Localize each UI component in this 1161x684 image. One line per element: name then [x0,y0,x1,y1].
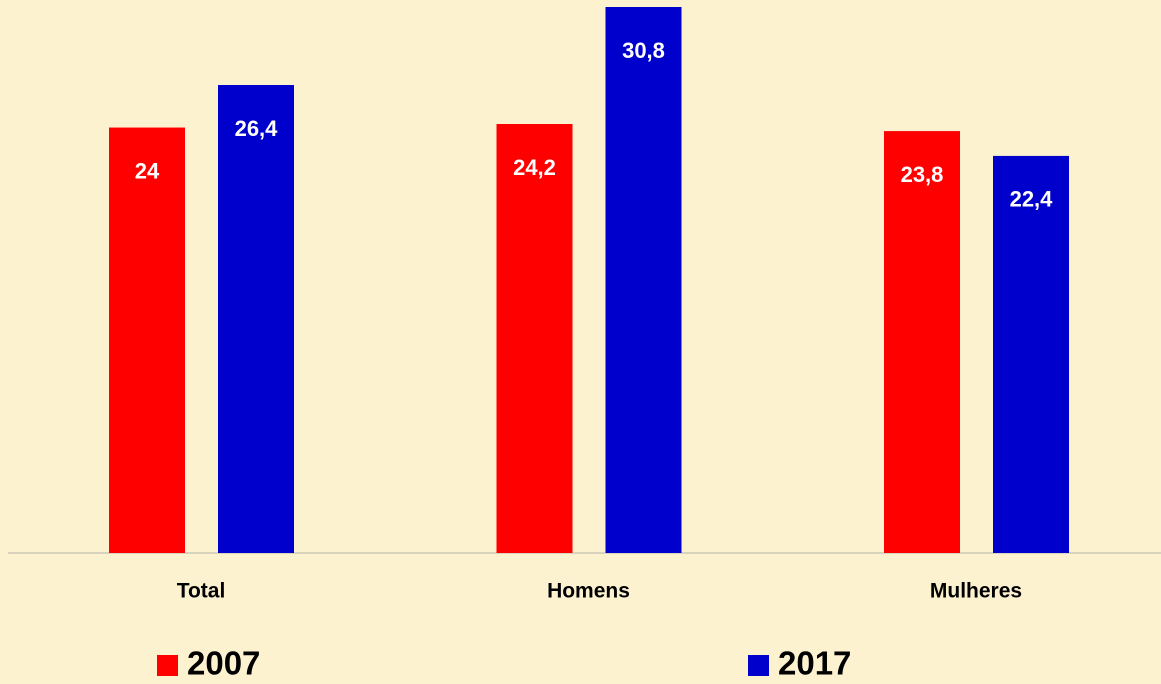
legend-label: 2007 [187,645,260,682]
bar [993,155,1069,553]
value-label: 30,8 [622,38,665,63]
value-label: 24,2 [513,155,556,180]
x-tick-label: Mulheres [930,580,1022,603]
x-tick-label: Homens [547,580,630,603]
bar [218,85,294,553]
bar [496,124,573,553]
legend-swatch [157,655,178,676]
value-label: 26,4 [235,116,279,141]
bar [605,7,682,553]
bar [884,131,960,553]
x-tick-label: Total [177,580,226,603]
legend-swatch [748,655,769,676]
legend-label: 2017 [778,645,851,682]
value-label: 23,8 [901,162,944,187]
value-label: 24 [135,158,160,183]
value-label: 22,4 [1010,187,1054,212]
bar [109,127,185,553]
